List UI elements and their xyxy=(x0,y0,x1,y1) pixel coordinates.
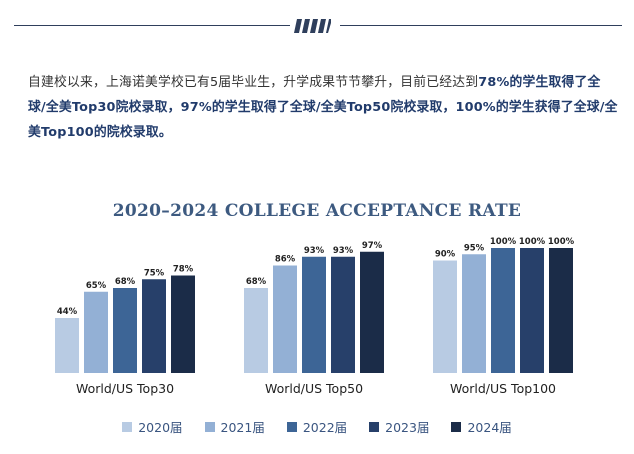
bar-1-5 xyxy=(171,275,195,373)
header-rule-right xyxy=(340,25,622,26)
data-label-1-5: 78% xyxy=(173,265,194,275)
data-label-2-3: 93% xyxy=(304,246,325,256)
legend-item-5: 2024届 xyxy=(451,417,512,436)
data-label-1-3: 68% xyxy=(115,277,136,287)
data-label-2-2: 86% xyxy=(275,255,296,265)
data-label-3-5: 100% xyxy=(548,237,575,247)
intro-text: 自建校以来，上海诺美学校已有5届毕业生，升学成果节节攀升，目前已经达到 xyxy=(28,75,479,90)
bar-3-2 xyxy=(462,254,486,373)
category-label-1: World/US Top30 xyxy=(76,381,174,396)
data-label-2-1: 68% xyxy=(246,277,267,287)
data-label-2-4: 93% xyxy=(333,246,354,256)
data-label-3-1: 90% xyxy=(435,250,456,260)
category-label-3: World/US Top100 xyxy=(450,381,556,396)
data-label-1-2: 65% xyxy=(86,281,107,291)
data-label-2-5: 97% xyxy=(362,241,383,251)
data-label-3-4: 100% xyxy=(519,237,546,247)
bar-1-4 xyxy=(142,279,166,373)
data-label-3-2: 95% xyxy=(464,243,485,253)
bar-1-1 xyxy=(55,318,79,373)
bar-2-5 xyxy=(360,251,384,373)
legend-label: 2020届 xyxy=(138,420,183,435)
legend-item-2: 2021届 xyxy=(204,417,265,436)
bar-2-3 xyxy=(302,256,326,373)
bar-2-4 xyxy=(331,256,355,373)
data-label-3-3: 100% xyxy=(490,237,517,247)
header-rule-left xyxy=(14,25,290,26)
intro-paragraph: 自建校以来，上海诺美学校已有5届毕业生，升学成果节节攀升，目前已经达到78%的学… xyxy=(28,70,618,145)
legend-swatch xyxy=(286,421,297,432)
legend-swatch xyxy=(122,421,133,432)
bar-2-2 xyxy=(273,265,297,373)
bar-3-4 xyxy=(520,248,544,373)
category-label-2: World/US Top50 xyxy=(265,381,363,396)
intro-highlight-text: 78%的学生取得了全球/全美Top30院校录取，97%的学生取得了全球/全美To… xyxy=(28,75,618,140)
bar-1-2 xyxy=(84,291,108,373)
data-label-1-1: 44% xyxy=(57,307,78,317)
legend-label: 2023届 xyxy=(385,420,430,435)
legend-item-3: 2022届 xyxy=(286,417,348,436)
bar-3-1 xyxy=(433,260,457,373)
legend-swatch xyxy=(204,421,215,432)
legend-swatch xyxy=(451,421,462,432)
legend-swatch xyxy=(369,421,380,432)
legend-label: 2024届 xyxy=(467,420,512,435)
bar-3-3 xyxy=(491,248,515,373)
chart-legend: 2020届 2021届 2022届 2023届 2024届 xyxy=(0,417,634,436)
data-label-1-4: 75% xyxy=(144,268,165,278)
legend-item-1: 2020届 xyxy=(122,417,183,436)
chart-title: 2020–2024 COLLEGE ACCEPTANCE RATE xyxy=(112,201,522,221)
legend-label: 2022届 xyxy=(302,420,348,435)
bar-2-1 xyxy=(244,288,268,373)
legend-item-4: 2023届 xyxy=(369,417,429,436)
legend-label: 2021届 xyxy=(220,420,265,435)
bar-3-5 xyxy=(549,248,573,373)
header-stripes-ornament xyxy=(294,19,331,33)
bar-1-3 xyxy=(113,288,137,373)
